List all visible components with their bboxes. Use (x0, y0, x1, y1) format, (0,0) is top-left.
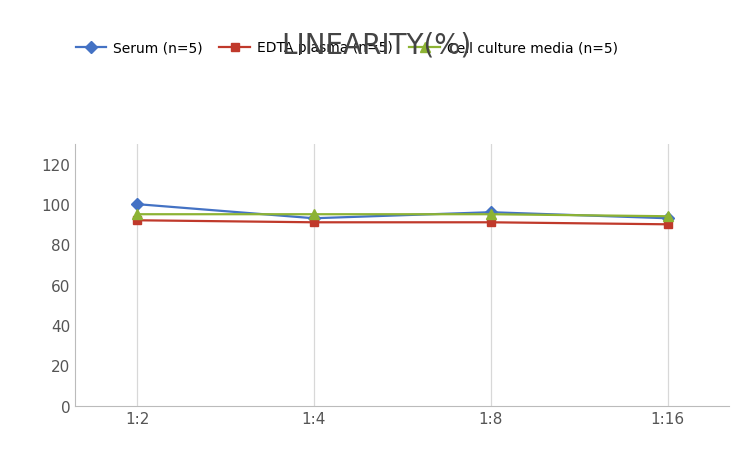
Serum (n=5) (132, 202, 141, 207)
Legend: Serum (n=5), EDTA plasma (n=5), Cell culture media (n=5): Serum (n=5), EDTA plasma (n=5), Cell cul… (76, 41, 618, 55)
Cell culture media (n=5) (309, 212, 318, 217)
Cell culture media (n=5) (663, 214, 672, 220)
Text: LINEARITY(%): LINEARITY(%) (281, 32, 471, 60)
EDTA plasma (n=5) (309, 220, 318, 226)
Line: EDTA plasma (n=5): EDTA plasma (n=5) (133, 216, 672, 229)
EDTA plasma (n=5) (663, 222, 672, 227)
Cell culture media (n=5) (132, 212, 141, 217)
Serum (n=5) (663, 216, 672, 221)
Serum (n=5) (487, 210, 496, 216)
EDTA plasma (n=5) (487, 220, 496, 226)
Line: Cell culture media (n=5): Cell culture media (n=5) (132, 210, 672, 221)
Serum (n=5) (309, 216, 318, 221)
Cell culture media (n=5) (487, 212, 496, 217)
EDTA plasma (n=5) (132, 218, 141, 224)
Line: Serum (n=5): Serum (n=5) (133, 201, 672, 223)
